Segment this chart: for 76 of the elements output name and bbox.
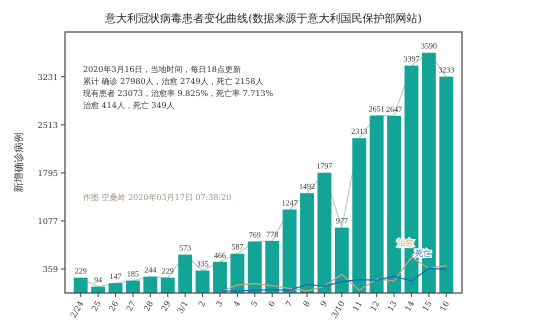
x-tick-label: 7 bbox=[284, 300, 294, 308]
bar bbox=[334, 228, 349, 293]
y-tick-label: 2513 bbox=[38, 120, 58, 130]
bar bbox=[422, 52, 436, 293]
bar bbox=[439, 76, 454, 293]
x-tick-label: 26 bbox=[107, 300, 120, 313]
data-label: 335 bbox=[196, 260, 209, 269]
data-label: 573 bbox=[179, 244, 192, 253]
bar bbox=[91, 286, 106, 293]
bar bbox=[196, 270, 210, 293]
x-tick-label: 4 bbox=[232, 300, 242, 308]
bar bbox=[282, 210, 297, 293]
bar bbox=[248, 242, 262, 293]
bar bbox=[352, 138, 366, 293]
annotation: 现有患者 23073，治愈率 9.825%，死亡率 7.713% bbox=[83, 89, 274, 98]
x-tick-label: 9 bbox=[318, 300, 330, 308]
x-tick-label: 2 bbox=[196, 300, 208, 308]
y-tick-label: 1795 bbox=[38, 168, 58, 178]
bar bbox=[317, 172, 332, 293]
data-label: 1797 bbox=[316, 162, 332, 171]
x-tick-label: 12 bbox=[368, 300, 382, 313]
x-tick-label: 29 bbox=[160, 300, 172, 313]
data-label: 3590 bbox=[420, 42, 437, 51]
bar bbox=[126, 280, 140, 293]
x-tick-label: 15 bbox=[420, 300, 434, 313]
bar bbox=[300, 193, 314, 293]
annotation: 作图 空桑岭 2020年03月17日 07:38:20 bbox=[82, 193, 232, 202]
x-tick-label: 3/1 bbox=[176, 300, 190, 316]
data-label: 1492 bbox=[299, 182, 316, 192]
data-label: 977 bbox=[336, 216, 348, 226]
data-label: 3397 bbox=[403, 54, 420, 64]
y-tick-label: 359 bbox=[42, 264, 58, 274]
x-tick-label: 25 bbox=[90, 300, 103, 313]
x-tick-label: 28 bbox=[142, 300, 156, 313]
data-label: 185 bbox=[126, 270, 139, 279]
bar bbox=[108, 283, 122, 293]
annotation: 治愈 414人，死亡 349人 bbox=[83, 101, 175, 110]
y-tick-label: 1077 bbox=[38, 216, 58, 226]
data-label: 587 bbox=[231, 242, 244, 252]
bar bbox=[370, 116, 384, 293]
x-tick-label: 11 bbox=[351, 300, 364, 313]
x-tick-label: 14 bbox=[403, 300, 416, 313]
bar bbox=[74, 278, 88, 293]
x-tick-label: 16 bbox=[438, 300, 452, 313]
data-label: 229 bbox=[162, 266, 174, 276]
chart-title: 意大利冠状病毒患者变化曲线(数据来源于意大利国民保护部网站) bbox=[104, 12, 422, 25]
x-tick-label: 5 bbox=[249, 300, 260, 308]
data-label: 229 bbox=[74, 266, 87, 276]
data-label: 466 bbox=[214, 250, 226, 260]
bar bbox=[230, 254, 244, 293]
bar bbox=[265, 240, 280, 293]
x-tick-label: 13 bbox=[386, 300, 399, 313]
data-label: 2647 bbox=[386, 104, 402, 114]
bar bbox=[160, 278, 175, 293]
data-label: 778 bbox=[266, 230, 278, 239]
y-axis-title: 新增确诊病例 bbox=[13, 132, 25, 192]
x-tick-label: 3 bbox=[214, 300, 225, 308]
x-tick-label: 27 bbox=[124, 300, 138, 313]
data-label: 2313 bbox=[351, 127, 368, 136]
data-label: 244 bbox=[144, 266, 156, 275]
line-series bbox=[219, 268, 447, 292]
x-tick-label: 8 bbox=[301, 300, 312, 308]
data-label: 94 bbox=[94, 276, 102, 285]
bar bbox=[143, 276, 158, 293]
annotation: 2020年3月16日，当地时间，每日18点更新 bbox=[83, 65, 241, 74]
data-label: 3233 bbox=[438, 66, 454, 75]
x-tick-label: 6 bbox=[266, 300, 277, 308]
bar bbox=[213, 262, 227, 293]
line-series bbox=[219, 256, 447, 293]
bar bbox=[178, 254, 192, 293]
data-label: 1247 bbox=[282, 198, 298, 208]
data-label: 2651 bbox=[368, 104, 385, 114]
data-label: 769 bbox=[248, 230, 261, 240]
y-tick-label: 3231 bbox=[38, 72, 58, 82]
annotation: 累计 确诊 27980人，治愈 2749人，死亡 2158人 bbox=[83, 77, 264, 86]
data-label: 147 bbox=[110, 272, 122, 282]
